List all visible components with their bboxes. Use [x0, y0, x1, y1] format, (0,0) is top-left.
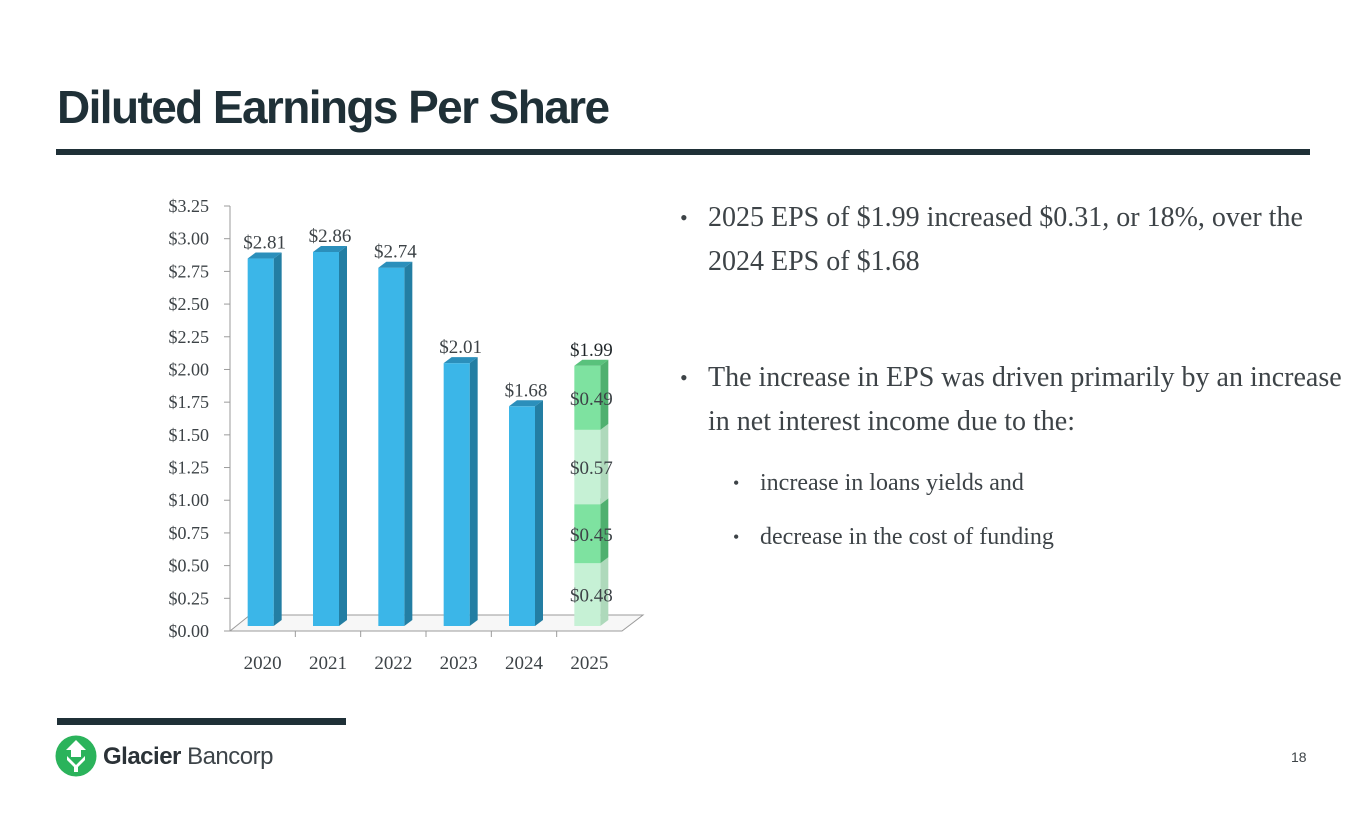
page-number: 18 — [1291, 749, 1307, 765]
bar-value-label: $2.01 — [439, 337, 482, 358]
sub-bullet-list: • increase in loans yields and • decreas… — [680, 456, 1350, 564]
x-tick-label: 2020 — [244, 653, 282, 674]
logo-name-light: Bancorp — [187, 743, 273, 770]
x-tick-label: 2022 — [374, 653, 412, 674]
bar-2024-top — [509, 400, 543, 407]
bar-value-label: $1.99 — [570, 340, 613, 361]
bar-value-label: $1.68 — [505, 380, 548, 401]
y-tick-label: $0.75 — [169, 523, 210, 543]
bar-2023-side — [469, 357, 478, 626]
bar-2023 — [443, 363, 470, 626]
stack-value-label: $0.45 — [570, 525, 613, 546]
y-tick-label: $2.75 — [169, 261, 210, 281]
x-tick-label: 2023 — [440, 653, 478, 674]
stack-2025-segment-3 — [574, 429, 601, 505]
sub-bullet-loan-yields: • increase in loans yields and — [680, 456, 1350, 510]
stack-value-label: $0.57 — [570, 458, 613, 479]
logo-wordmark: Glacier Bancorp — [103, 743, 273, 771]
y-tick-label: $3.00 — [169, 229, 210, 249]
bar-2023-top — [443, 357, 478, 364]
bar-value-label: $2.81 — [243, 233, 286, 254]
stack-2025-segment-1-side — [600, 557, 609, 626]
stack-2025-segment-2 — [574, 504, 601, 564]
bullet-marker: • — [733, 473, 740, 493]
bar-2024-side — [535, 400, 543, 626]
bullet-drivers: • The increase in EPS was driven primari… — [680, 356, 1350, 444]
page-title: Diluted Earnings Per Share — [57, 81, 610, 133]
sub-bullet-text: decrease in the cost of funding — [760, 524, 1054, 550]
eps-bar-chart: $0.00 $0.25 $0.50 $0.75 $1.00 $1.25 $1.50 $1.75… — [169, 196, 645, 674]
bar-2022 — [378, 267, 405, 626]
y-tick-label: $1.75 — [169, 392, 210, 412]
bullet-list: • 2025 EPS of $1.99 increased $0.31, or … — [680, 196, 1350, 564]
x-tick-label: 2021 — [309, 653, 347, 674]
y-tick-label: $2.00 — [169, 359, 210, 379]
stack-2025-segment-4 — [574, 365, 601, 430]
stack-value-label: $0.49 — [570, 389, 613, 410]
stack-2025-segment-4-side — [600, 359, 609, 430]
y-tick-label: $0.25 — [169, 588, 210, 608]
bullet-marker: • — [733, 527, 740, 547]
bullet-text: The increase in EPS was driven primarily… — [708, 362, 1342, 437]
bar-2024 — [509, 406, 535, 626]
bar-2021 — [313, 252, 339, 626]
bullet-text: 2025 EPS of $1.99 increased $0.31, or 18… — [708, 202, 1303, 277]
y-tick-label: $1.00 — [169, 490, 210, 510]
bar-2021-top — [313, 246, 347, 252]
y-tick-label: $2.25 — [169, 327, 210, 347]
bar-2020-top — [247, 252, 282, 259]
sub-bullet-text: increase in loans yields and — [760, 470, 1024, 496]
bar-2020 — [247, 258, 274, 626]
stack-2025-segment-3-side — [600, 423, 609, 505]
bar-value-label: $2.74 — [374, 242, 417, 263]
bullet-marker: • — [680, 365, 688, 390]
y-tick-label: $2.50 — [169, 294, 210, 314]
y-tick-label: $0.50 — [169, 556, 210, 576]
y-tick-label: $1.25 — [169, 458, 210, 478]
bullet-marker: • — [680, 205, 688, 230]
title-divider — [56, 149, 1310, 155]
bullet-eps-increase: • 2025 EPS of $1.99 increased $0.31, or … — [680, 196, 1350, 284]
logo-name-bold: Glacier — [103, 743, 181, 770]
x-tick-label: 2024 — [505, 653, 544, 674]
sub-bullet-funding-cost: • decrease in the cost of funding — [680, 510, 1350, 564]
stack-2025-segment-1 — [574, 563, 601, 626]
y-tick-label: $1.50 — [169, 425, 210, 445]
y-tick-label: $0.00 — [169, 621, 210, 641]
glacier-logo-icon — [55, 735, 97, 777]
y-tick-label: $3.25 — [169, 196, 210, 216]
bar-2021-side — [339, 246, 347, 626]
stack-2025-segment-2-side — [600, 498, 609, 564]
footer-divider — [57, 718, 346, 725]
x-tick-label: 2025 — [570, 653, 608, 674]
bar-2020-side — [273, 252, 282, 627]
stack-2025-segment-4-top — [574, 359, 609, 366]
bar-2022-side — [404, 261, 413, 626]
bar-value-label: $2.86 — [309, 226, 352, 247]
stack-value-label: $0.48 — [570, 586, 613, 607]
bar-2022-top — [378, 261, 413, 268]
